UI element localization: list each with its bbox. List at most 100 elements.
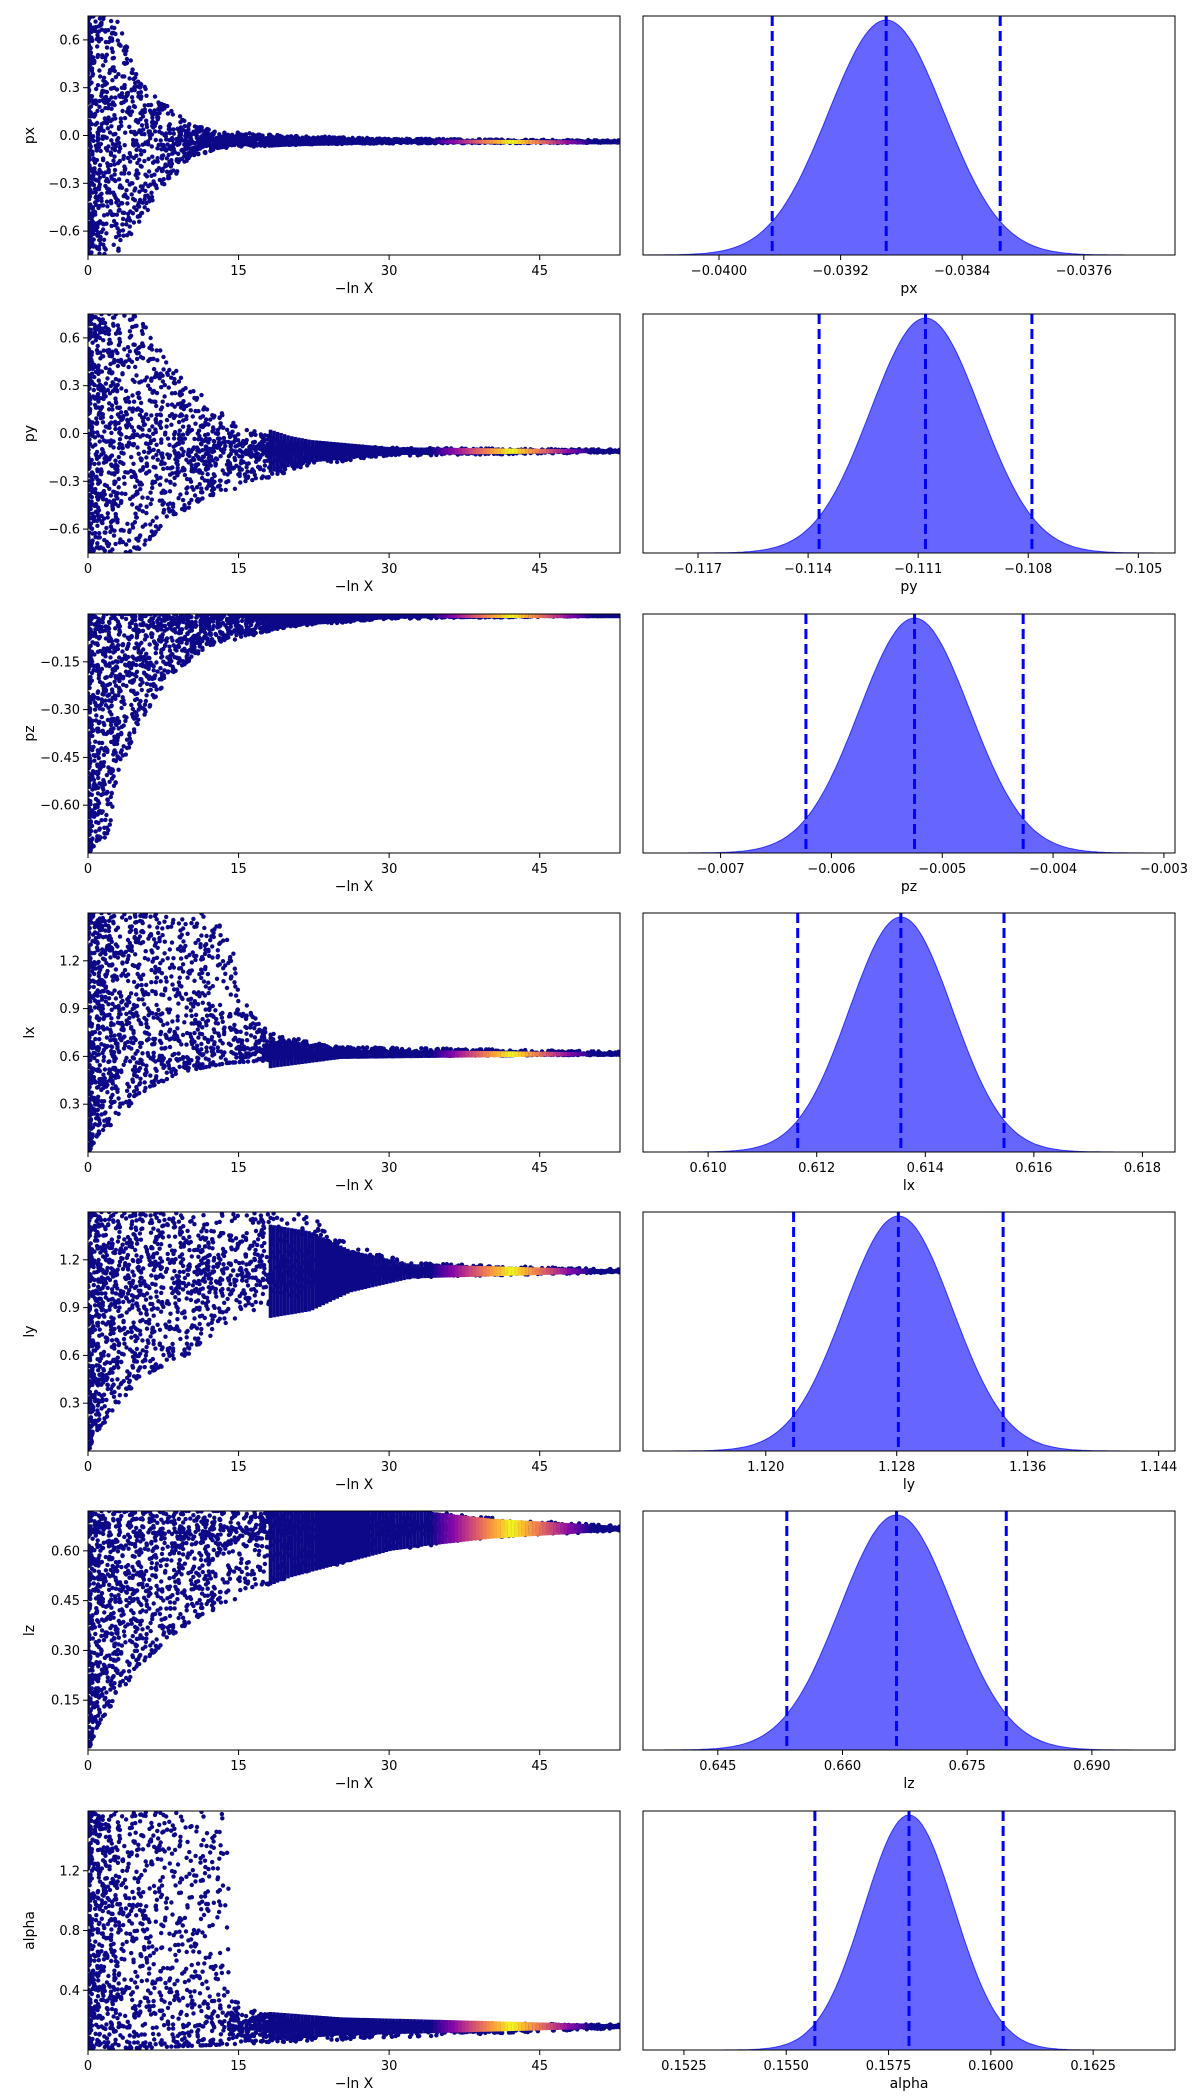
y-tick-label: 0.3: [59, 1397, 80, 1412]
x-tick-label: 45: [531, 2059, 548, 2074]
x-tick-label: 15: [230, 2059, 247, 2074]
trace-frame: [87, 1510, 621, 1751]
x-tick-label: 15: [230, 862, 247, 877]
y-tick-label: 0.3: [59, 1098, 80, 1113]
posterior-frame: [642, 1810, 1176, 2051]
x-tick-label: −0.005: [918, 862, 966, 877]
y-tick-label: 0.0: [59, 427, 80, 442]
y-tick-label: 0.0: [59, 129, 80, 144]
x-tick-label: 1.136: [1009, 1460, 1046, 1475]
x-tick-label: 30: [381, 1460, 398, 1475]
y-tick-label: 0.3: [59, 81, 80, 96]
posterior-density-area: [643, 617, 1175, 854]
converged-band: [268, 1511, 620, 1586]
y-tick-label: −0.15: [40, 655, 80, 670]
y-tick-label: 0.6: [59, 33, 80, 48]
x-tick-label: 30: [381, 2059, 398, 2074]
x-tick-label: 30: [381, 264, 398, 279]
y-tick-label: −0.6: [48, 225, 80, 240]
y-tick-label: 0.9: [59, 1301, 80, 1316]
x-tick-label: 0: [84, 1161, 92, 1176]
trace-y-axis-label: py: [22, 425, 38, 442]
x-tick-label: 30: [381, 1759, 398, 1774]
x-tick-label: 0.690: [1073, 1759, 1110, 1774]
posterior-x-axis-label: pz: [901, 879, 917, 895]
trace-x-axis-label: −ln X: [335, 2076, 374, 2092]
x-tick-label: −0.0376: [1056, 264, 1112, 279]
trace-points: [88, 314, 620, 553]
trace-x-axis-label: −ln X: [335, 1477, 374, 1493]
trace-y-axis-label: lz: [22, 1625, 38, 1636]
y-tick-label: 0.60: [51, 1544, 80, 1559]
x-tick-label: 0.1525: [661, 2059, 707, 2074]
y-tick-label: 0.6: [59, 331, 80, 346]
trace-y-axis-label: pz: [22, 725, 38, 741]
trace-frame: [87, 613, 621, 854]
trace-y-axis-label: alpha: [22, 1911, 38, 1950]
y-tick-label: 0.15: [51, 1694, 80, 1709]
x-tick-label: 15: [230, 1759, 247, 1774]
y-tick-label: −0.3: [48, 177, 80, 192]
x-tick-label: 0: [84, 862, 92, 877]
y-tick-label: 0.4: [59, 1984, 80, 1999]
x-tick-label: −0.0384: [934, 264, 990, 279]
trace-points: [88, 1811, 620, 2050]
x-tick-label: −0.007: [697, 862, 745, 877]
y-tick-label: 0.6: [59, 1050, 80, 1065]
x-tick-label: 15: [230, 1161, 247, 1176]
x-tick-label: −0.111: [894, 562, 942, 577]
posterior-panel-py: −0.117 −0.114 −0.111 −0.108 −0.105 py: [642, 313, 1176, 595]
x-tick-label: −0.006: [807, 862, 855, 877]
x-tick-label: −0.004: [1029, 862, 1077, 877]
x-tick-label: 45: [531, 1759, 548, 1774]
y-tick-label: −0.30: [40, 703, 80, 718]
x-tick-label: 0.614: [907, 1161, 944, 1176]
x-tick-label: 0.618: [1124, 1161, 1161, 1176]
trace-x-axis-label: −ln X: [335, 579, 374, 595]
posterior-panel-lx: 0.610 0.612 0.614 0.616 0.618 lx: [642, 912, 1176, 1194]
y-tick-label: −0.3: [48, 475, 80, 490]
trace-points: [88, 614, 620, 853]
y-tick-label: 1.2: [59, 954, 80, 969]
x-tick-label: 0.1550: [763, 2059, 809, 2074]
x-tick-label: 45: [531, 1460, 548, 1475]
y-tick-label: 1.2: [59, 1253, 80, 1268]
x-tick-label: 1.144: [1140, 1460, 1177, 1475]
posterior-frame: [642, 912, 1176, 1153]
x-tick-label: 0.1575: [866, 2059, 912, 2074]
y-tick-label: −0.6: [48, 523, 80, 538]
trace-x-axis-label: −ln X: [335, 281, 374, 297]
posterior-x-axis-label: lz: [903, 1776, 914, 1792]
trace-points: [88, 1212, 620, 1451]
trace-y-axis-label: px: [22, 127, 38, 144]
posterior-density-area: [643, 916, 1175, 1153]
x-tick-label: 0.616: [1015, 1161, 1052, 1176]
x-tick-label: −0.105: [1114, 562, 1162, 577]
posterior-x-axis-label: px: [900, 281, 917, 297]
posterior-panel-px: −0.0400 −0.0392 −0.0384 −0.0376 px: [642, 15, 1176, 297]
converged-band: [268, 1040, 620, 1069]
posterior-density-area: [643, 317, 1175, 554]
x-tick-label: −0.108: [1004, 562, 1052, 577]
posterior-x-axis-label: py: [900, 579, 917, 595]
x-tick-label: −0.0392: [812, 264, 868, 279]
y-tick-label: −0.60: [40, 799, 80, 814]
trace-y-axis-label: ly: [22, 1325, 38, 1337]
y-tick-label: 0.45: [51, 1594, 80, 1609]
trace-panel-px: 0 15 30 45 −0.6 −0.3 0.0 0.3 0.6 −ln X px: [22, 15, 621, 297]
x-tick-label: 1.128: [878, 1460, 915, 1475]
trace-x-axis-label: −ln X: [335, 879, 374, 895]
y-tick-label: −0.45: [40, 751, 80, 766]
y-tick-label: 0.6: [59, 1349, 80, 1364]
trace-panel-py: 0 15 30 45 −0.6 −0.3 0.0 0.3 0.6 −ln X py: [22, 313, 621, 595]
trace-frame: [87, 1211, 621, 1452]
x-tick-label: 30: [381, 862, 398, 877]
posterior-frame: [642, 613, 1176, 854]
y-tick-label: 0.30: [51, 1644, 80, 1659]
posterior-panel-pz: −0.007 −0.006 −0.005 −0.004 −0.003 pz: [642, 613, 1188, 895]
x-tick-label: −0.0400: [691, 264, 747, 279]
x-tick-label: −0.114: [784, 562, 832, 577]
x-tick-label: 0: [84, 1460, 92, 1475]
x-tick-label: 15: [230, 562, 247, 577]
y-tick-label: 0.9: [59, 1002, 80, 1017]
